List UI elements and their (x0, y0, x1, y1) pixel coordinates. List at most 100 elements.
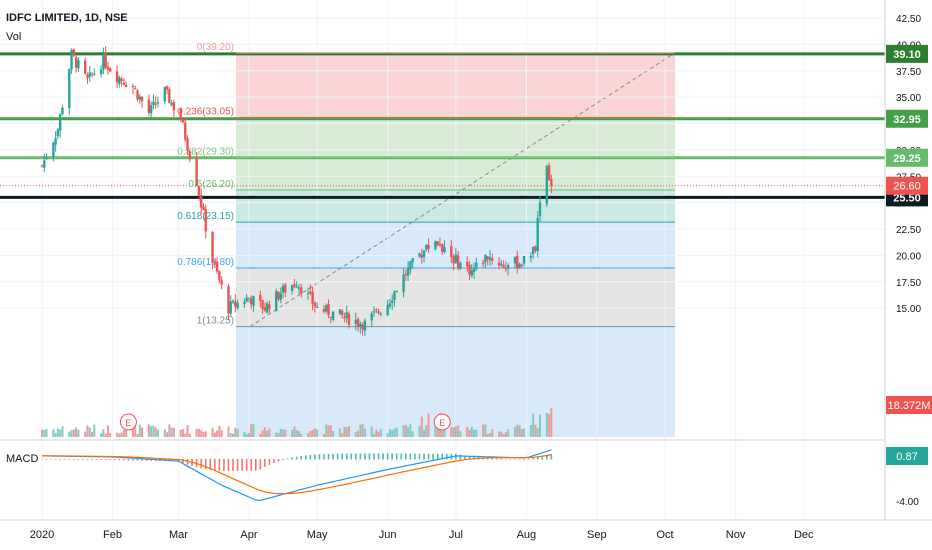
level-badge (886, 109, 928, 128)
macd-histogram-bar (500, 458, 503, 460)
candle-body (311, 291, 314, 304)
volume-bar (377, 431, 380, 437)
volume-bar (91, 431, 94, 437)
volume-bar (279, 428, 282, 437)
volume-bar (482, 424, 485, 437)
volume-bar (325, 424, 328, 437)
fib-label: 0.786(18.80) (177, 257, 234, 268)
volume-bar (218, 425, 221, 437)
candle-body (43, 160, 46, 168)
candle-body (443, 247, 446, 253)
macd-histogram-bar (518, 459, 521, 460)
candle-body (45, 157, 48, 160)
volume-bar (475, 429, 478, 437)
candle-body (504, 268, 508, 270)
volume-bar (502, 433, 505, 437)
volume-bar (134, 425, 137, 437)
macd-histogram-bar (427, 453, 430, 460)
candle-body (379, 313, 383, 315)
candle-body (497, 262, 501, 266)
volume-bar (59, 429, 62, 437)
volume-bar (136, 433, 139, 437)
macd-badge (886, 447, 928, 465)
candle-body (93, 73, 96, 75)
volume-bar (170, 427, 173, 437)
candle-body (52, 142, 55, 158)
volume-bar (427, 413, 430, 437)
volume-bar (245, 433, 248, 437)
volume-bar (322, 433, 325, 437)
candle-body (275, 291, 278, 311)
candle-body (120, 78, 123, 81)
volume-bar (311, 429, 314, 437)
candle-body (377, 311, 380, 313)
level-badge-label: 39.10 (893, 49, 921, 61)
volume-bar (168, 424, 171, 437)
macd-histogram-bar (45, 459, 48, 460)
chart-title: IDFC LIMITED, 1D, NSE (6, 12, 128, 24)
macd-histogram-bar (118, 459, 121, 461)
volume-bar (131, 426, 134, 437)
volume-bar (216, 430, 219, 437)
volume-bar (172, 428, 175, 437)
candle-body (195, 158, 198, 187)
volume-bar (56, 428, 59, 437)
macd-histogram-bar (63, 459, 66, 460)
candle-body (422, 250, 426, 258)
x-tick-label: Feb (103, 529, 122, 541)
macd-histogram-bar (327, 453, 330, 460)
candle-body (404, 273, 408, 276)
volume-bar (275, 432, 278, 437)
candle-body (313, 302, 317, 307)
volume-bar (313, 428, 316, 437)
horizontal-levels[interactable] (0, 52, 885, 199)
volume-bar (77, 429, 80, 437)
volume-bar (450, 427, 453, 437)
volume-bar (550, 407, 553, 437)
volume-bar (354, 431, 357, 437)
candle-body (74, 57, 78, 68)
volume-bar (518, 425, 521, 437)
volume-bar (250, 424, 253, 437)
candle-body (231, 300, 235, 303)
volume-bar (150, 426, 153, 437)
candle-body (179, 108, 182, 120)
candle-body (345, 312, 348, 319)
candle-body (470, 270, 473, 276)
price-tick-label: 37.50 (896, 67, 921, 78)
earnings-marker (119, 413, 137, 431)
macd-histogram-bar (386, 453, 389, 460)
candle-body (170, 102, 173, 106)
candle-body (109, 68, 112, 72)
macd-histogram-bar (254, 459, 257, 471)
volume-bar (200, 430, 203, 437)
volume-bar (470, 426, 473, 437)
volume-bar (109, 433, 112, 437)
candle-body (263, 307, 267, 311)
macd-histogram-bar (250, 459, 253, 471)
volume-bar (361, 424, 364, 437)
candle-body (518, 264, 521, 269)
signal-line (42, 454, 552, 495)
candle-body (186, 138, 189, 151)
candle-body (277, 291, 280, 300)
candle-body (86, 74, 89, 79)
candle-body (418, 253, 421, 257)
macd-histogram-bar (400, 453, 403, 460)
x-tick-label: 2020 (30, 529, 54, 541)
macd-histogram-bar (414, 453, 416, 460)
volume-bar (102, 429, 105, 437)
candle-body (338, 309, 342, 314)
macd-badge-label: 0.87 (896, 451, 917, 463)
candle-body (340, 310, 344, 316)
macd-histogram-bar (236, 459, 239, 471)
candle-body (520, 264, 524, 266)
candle-body (547, 165, 551, 181)
macd-histogram-bar (509, 458, 512, 460)
candle-body (247, 297, 251, 299)
candle-body (152, 101, 155, 105)
level-badge-label: 32.95 (893, 114, 921, 126)
candle-body (331, 311, 335, 320)
candle-body (234, 301, 237, 307)
